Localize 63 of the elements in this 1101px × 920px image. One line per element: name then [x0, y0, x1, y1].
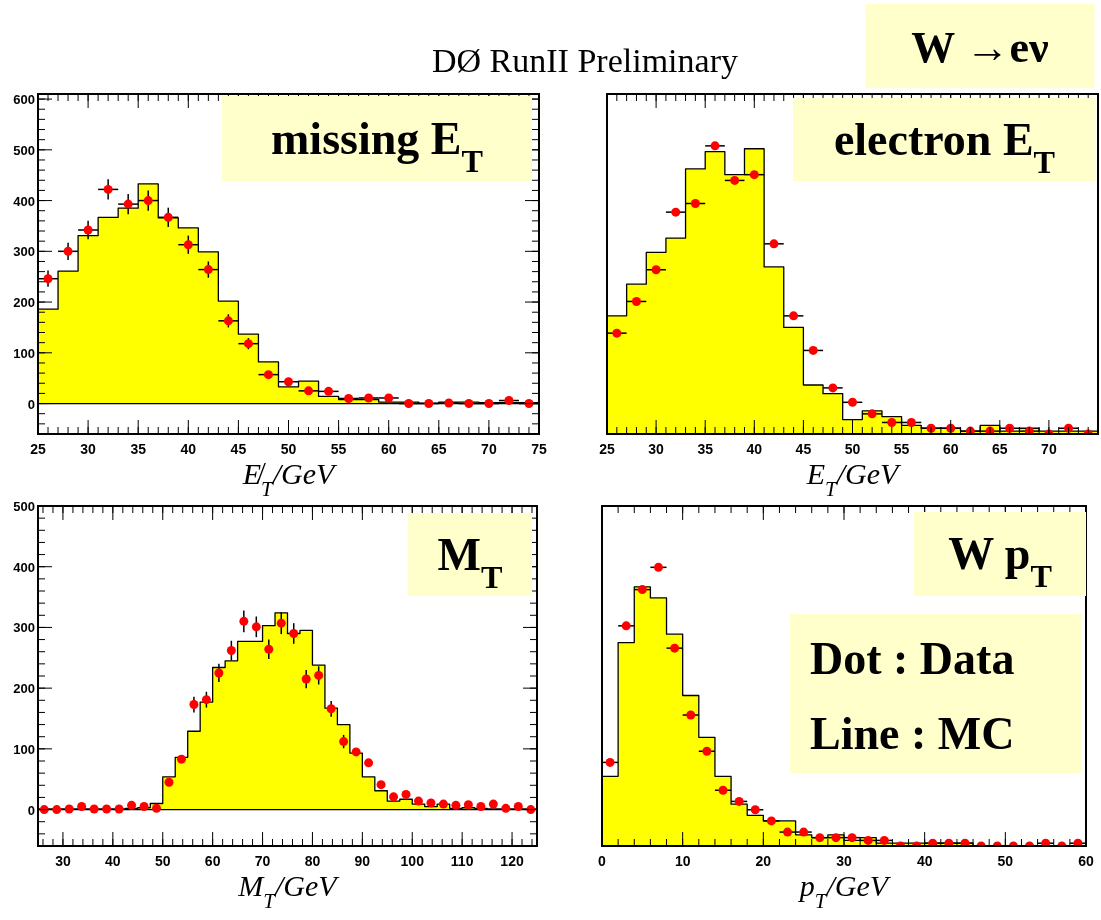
x-tick-label: 40	[746, 441, 763, 457]
x-tick-label: 70	[481, 441, 497, 457]
x-tick-label: 80	[304, 853, 321, 869]
x-tick-label: 40	[180, 441, 197, 457]
x-tick-label: 70	[254, 853, 271, 869]
text: W →eν	[911, 23, 1050, 72]
x-axis-title: E̸$_{T}$/GeV	[241, 457, 338, 501]
x-tick-label: 50	[280, 441, 297, 457]
x-tick-label: 120	[500, 853, 524, 869]
y-tick-label: 200	[13, 681, 35, 697]
x-tick-label: 55	[893, 441, 910, 457]
y-tick-label: 400	[13, 193, 35, 209]
x-tick-label: 60	[1078, 853, 1094, 869]
y-tick-label: 300	[13, 620, 35, 636]
x-tick-label: 40	[916, 853, 933, 869]
x-tick-label: 55	[330, 441, 347, 457]
y-tick-label: 300	[13, 244, 35, 260]
x-tick-label: 45	[230, 441, 247, 457]
y-tick-label: 0	[27, 396, 35, 412]
chart-title: electron E$_{T}$	[833, 113, 1056, 180]
y-tick-label: 100	[13, 741, 35, 757]
x-tick-label: 60	[204, 853, 221, 869]
text: DØ RunII Preliminary	[432, 42, 738, 79]
x-tick-label: 50	[154, 853, 171, 869]
x-tick-label: 65	[992, 441, 1008, 457]
y-tick-label: 200	[13, 295, 35, 311]
x-tick-label: 35	[697, 441, 714, 457]
x-tick-label: 25	[30, 441, 46, 457]
x-tick-label: 0	[598, 853, 607, 869]
x-tick-label: 50	[997, 853, 1014, 869]
x-tick-label: 100	[400, 853, 425, 869]
chart-title: W p$_{T}$	[948, 528, 1052, 594]
annotation: Dot : Data	[810, 633, 1015, 684]
x-tick-label: 110	[450, 853, 474, 869]
y-tick-label: 500	[13, 499, 35, 514]
x-tick-label: 30	[648, 441, 665, 457]
x-tick-label: 20	[755, 853, 772, 869]
y-tick-label: 0	[27, 802, 35, 818]
x-tick-label: 90	[354, 853, 371, 869]
x-axis-title: E$_{T}$/GeV	[805, 457, 902, 501]
x-tick-label: 45	[795, 441, 812, 457]
y-tick-label: 500	[13, 142, 35, 158]
x-tick-label: 10	[674, 853, 691, 869]
y-tick-label: 600	[13, 92, 35, 108]
x-tick-label: 60	[942, 441, 959, 457]
annotation: Line : MC	[810, 708, 1015, 759]
x-tick-label: 25	[599, 441, 615, 457]
x-tick-label: 40	[105, 853, 121, 869]
x-tick-label: 30	[80, 441, 97, 457]
x-tick-label: 35	[130, 441, 147, 457]
x-tick-label: 50	[844, 441, 861, 457]
x-axis-title: M$_{T}$/GeV	[237, 869, 341, 913]
x-tick-label: 60	[380, 441, 397, 457]
y-tick-label: 100	[13, 345, 35, 361]
x-tick-label: 65	[431, 441, 447, 457]
y-tick-label: 400	[13, 559, 35, 575]
text: missing E$_{T}$	[271, 112, 483, 179]
x-tick-label: 30	[836, 853, 852, 869]
x-axis-title: p$_{T}$/GeV	[797, 869, 892, 913]
x-tick-label: 70	[1041, 441, 1057, 457]
x-tick-label: 30	[55, 853, 71, 869]
x-tick-label: 75	[531, 441, 547, 457]
text: M$_{T}$	[437, 528, 503, 595]
